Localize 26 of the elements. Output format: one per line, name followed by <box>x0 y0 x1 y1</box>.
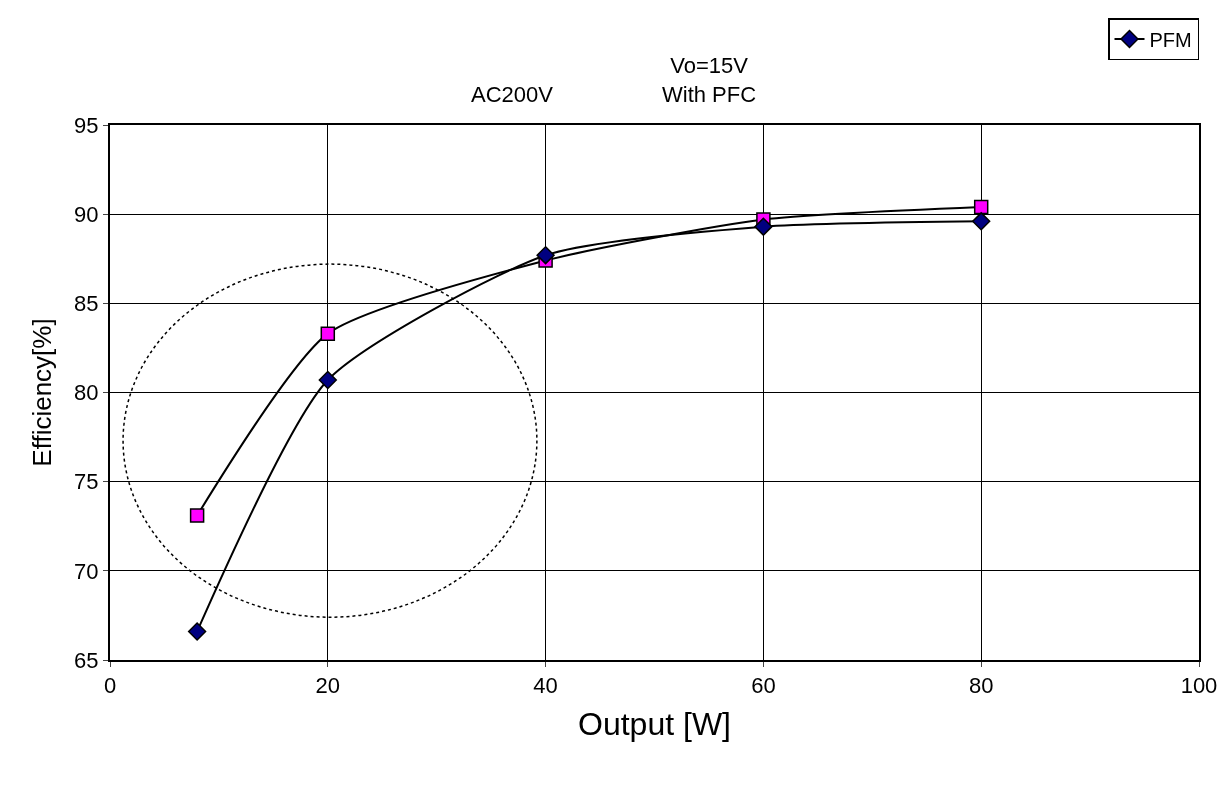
point <box>320 326 336 341</box>
x-tick-label: 0 <box>103 673 117 699</box>
y-tick-label: 95 <box>74 112 99 138</box>
x-axis-title: Output [W] <box>578 705 731 742</box>
x-tick-label: 40 <box>533 673 558 699</box>
point <box>972 212 991 231</box>
text: AC200V <box>471 82 554 107</box>
y-tick-label: 85 <box>74 291 99 317</box>
y-tick-label: 70 <box>74 558 99 584</box>
point <box>973 199 989 215</box>
x-tick-label: 60 <box>751 673 776 699</box>
text: Vo=15V With PFC <box>662 53 757 107</box>
point <box>187 622 207 641</box>
x-tick-label: 80 <box>968 673 994 699</box>
y-axis-title: Efficiency[%] <box>27 318 58 467</box>
y-tick-label: 80 <box>74 380 99 406</box>
y-tick-label: 65 <box>74 647 99 673</box>
x-tick-label: 100 <box>1180 673 1218 699</box>
point <box>754 217 773 236</box>
y-tick-label: 75 <box>74 469 99 495</box>
point <box>536 245 555 265</box>
legend-label: PFM <box>1149 28 1192 51</box>
point <box>189 508 205 523</box>
point <box>318 370 337 390</box>
y-tick-label: 90 <box>74 201 99 227</box>
x-tick-label: 20 <box>315 673 341 699</box>
